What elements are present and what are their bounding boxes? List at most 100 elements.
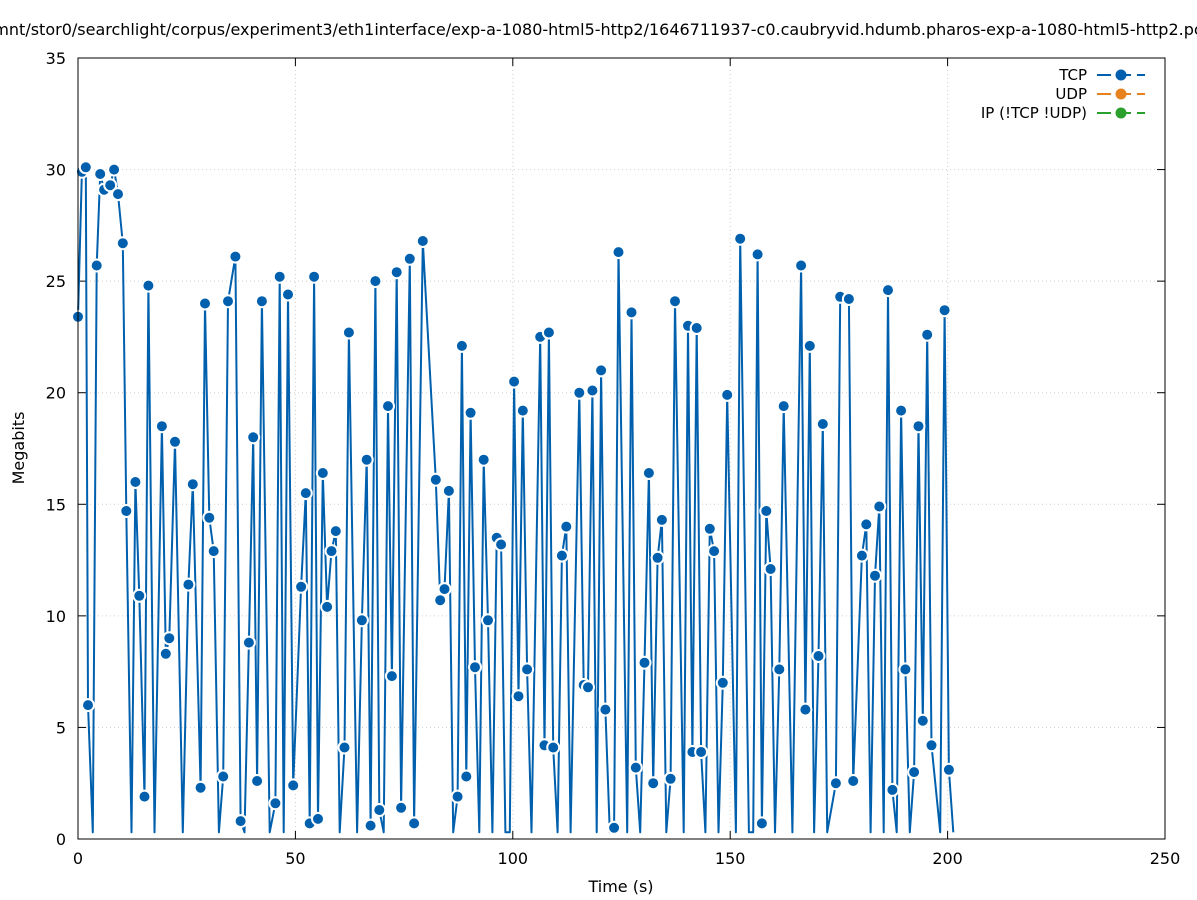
data-point [511, 689, 526, 704]
data-point [811, 649, 826, 663]
data-point [103, 178, 118, 193]
data-point [720, 387, 735, 402]
data-point [868, 568, 882, 583]
data-point [111, 187, 125, 202]
plot-frame [77, 57, 1166, 840]
data-point [515, 403, 530, 418]
data-point [181, 577, 196, 592]
y-tick-label: 25 [46, 272, 66, 291]
legend-label: TCP [1058, 66, 1087, 84]
data-point [841, 292, 856, 306]
data-point [437, 582, 452, 597]
data-point [585, 383, 600, 398]
data-point [802, 338, 817, 353]
data-point [920, 327, 935, 342]
y-tick-label: 5 [56, 718, 66, 737]
data-point [481, 613, 495, 628]
y-tick-label: 10 [46, 607, 66, 626]
data-point [641, 466, 656, 480]
y-axis-title: Megabits [9, 412, 28, 485]
data-point [272, 269, 287, 284]
data-point [168, 434, 182, 449]
data-point [441, 483, 456, 498]
data-point [628, 760, 643, 775]
data-point [624, 305, 639, 320]
data-point [598, 702, 613, 717]
y-tick-label: 35 [46, 49, 66, 68]
series-0 [71, 160, 956, 835]
data-point [107, 162, 122, 177]
data-point [689, 321, 704, 335]
data-point [881, 283, 895, 298]
data-point [772, 662, 787, 677]
x-axis-title: Time (s) [587, 877, 653, 896]
data-point [898, 662, 913, 677]
data-point [637, 655, 652, 670]
data-point [559, 519, 574, 534]
data-point [298, 486, 313, 501]
data-point [911, 419, 926, 434]
data-point [254, 294, 269, 309]
data-point [581, 680, 595, 695]
data-point [337, 740, 352, 755]
data-point [941, 762, 956, 777]
x-tick-label: 150 [715, 849, 746, 868]
data-point [389, 265, 404, 280]
data-point [202, 510, 217, 525]
data-point [907, 765, 922, 780]
data-point [128, 475, 143, 489]
data-point [815, 417, 830, 431]
data-point [607, 820, 622, 835]
data-point [372, 803, 387, 817]
data-point [702, 521, 717, 536]
data-point [185, 477, 200, 492]
data-point [281, 287, 295, 302]
tick-labels: 0 50 100 150 200 250 0 5 10 15 20 25 30 35 [46, 49, 1181, 868]
data-point [763, 562, 778, 576]
y-tick-label: 0 [56, 830, 66, 849]
series-group [71, 160, 956, 835]
data-point [402, 251, 417, 266]
data-point [250, 774, 265, 788]
data-point [119, 504, 134, 518]
x-tick-label: 200 [932, 849, 963, 868]
data-point [546, 740, 561, 755]
data-point [468, 660, 482, 675]
data-point [246, 430, 261, 445]
data-point [476, 452, 491, 467]
data-point [294, 579, 309, 594]
data-point [828, 776, 843, 791]
data-point [415, 234, 430, 248]
data-point [132, 588, 147, 603]
data-point [668, 294, 682, 309]
data-point [394, 800, 409, 815]
data-point [341, 325, 356, 340]
data-point [93, 167, 108, 181]
data-point [646, 776, 661, 791]
data-point [494, 537, 509, 552]
data-point [759, 504, 774, 518]
data-point [158, 646, 173, 661]
y-tick-label: 15 [46, 495, 66, 514]
data-point [733, 231, 748, 246]
data-point [776, 399, 791, 414]
data-point [507, 374, 522, 389]
data-point [268, 796, 283, 811]
data-point [193, 780, 208, 795]
data-point [286, 778, 301, 793]
data-point [694, 745, 709, 759]
data-point [228, 249, 243, 264]
data-point [794, 258, 809, 273]
legend-swatch-marker [1115, 69, 1127, 81]
data-point [937, 303, 952, 318]
data-point [894, 403, 909, 418]
data-point [859, 517, 874, 532]
data-point [311, 811, 325, 826]
data-point [754, 816, 769, 831]
data-point [233, 814, 248, 829]
chart-title: mnt/stor0/searchlight/corpus/experiment3… [0, 20, 1197, 39]
data-point [924, 738, 939, 753]
legend-label: IP (!TCP !UDP) [981, 104, 1087, 122]
legend-swatch-marker [1115, 107, 1127, 119]
